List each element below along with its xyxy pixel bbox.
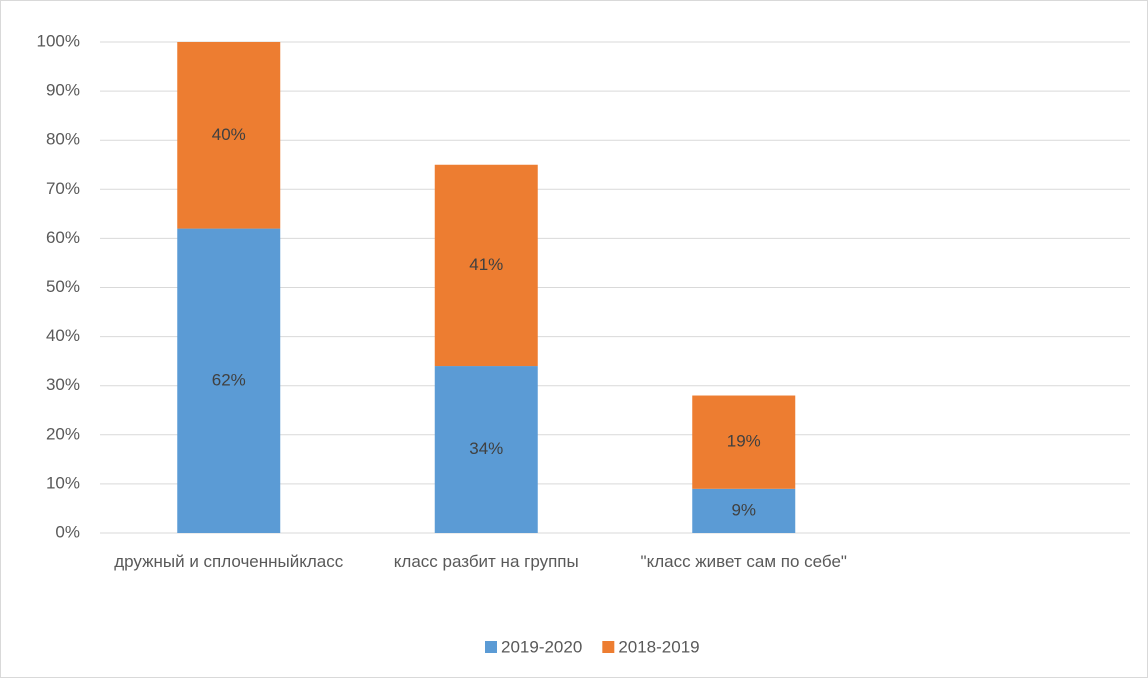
y-tick-label: 80% [46, 130, 80, 149]
bar-segment [692, 395, 796, 489]
x-tick-label: "класс живет сам по себе" [640, 552, 847, 571]
data-label: 41% [469, 255, 503, 274]
y-tick-label: 20% [46, 424, 80, 443]
y-tick-label: 100% [37, 31, 80, 50]
y-tick-label: 30% [46, 375, 80, 394]
legend-swatch [602, 641, 615, 653]
y-tick-label: 70% [46, 179, 80, 198]
data-label: 9% [731, 500, 756, 519]
bar-segment [434, 366, 538, 533]
y-tick-label: 0% [55, 522, 80, 541]
bars [177, 42, 796, 533]
legend-swatch [485, 641, 497, 653]
data-label: 19% [727, 432, 761, 451]
data-label: 62% [212, 370, 246, 389]
data-label: 34% [469, 439, 503, 458]
bar-segment [434, 164, 538, 367]
bar-segment [177, 42, 281, 229]
y-tick-label: 60% [46, 228, 80, 247]
legend-label: 2018-2019 [618, 637, 699, 656]
x-tick-label: дружный и сплоченныйкласс [114, 552, 344, 571]
data-label: 40% [212, 125, 246, 144]
legend-label: 2019-2020 [501, 637, 582, 656]
y-tick-label: 40% [46, 326, 80, 345]
x-tick-label: класс разбит на группы [393, 552, 579, 571]
bar-segment [692, 488, 796, 533]
y-tick-label: 10% [46, 473, 80, 492]
y-tick-label: 90% [46, 81, 80, 100]
y-tick-label: 50% [46, 277, 80, 296]
bar-segment [177, 228, 281, 533]
